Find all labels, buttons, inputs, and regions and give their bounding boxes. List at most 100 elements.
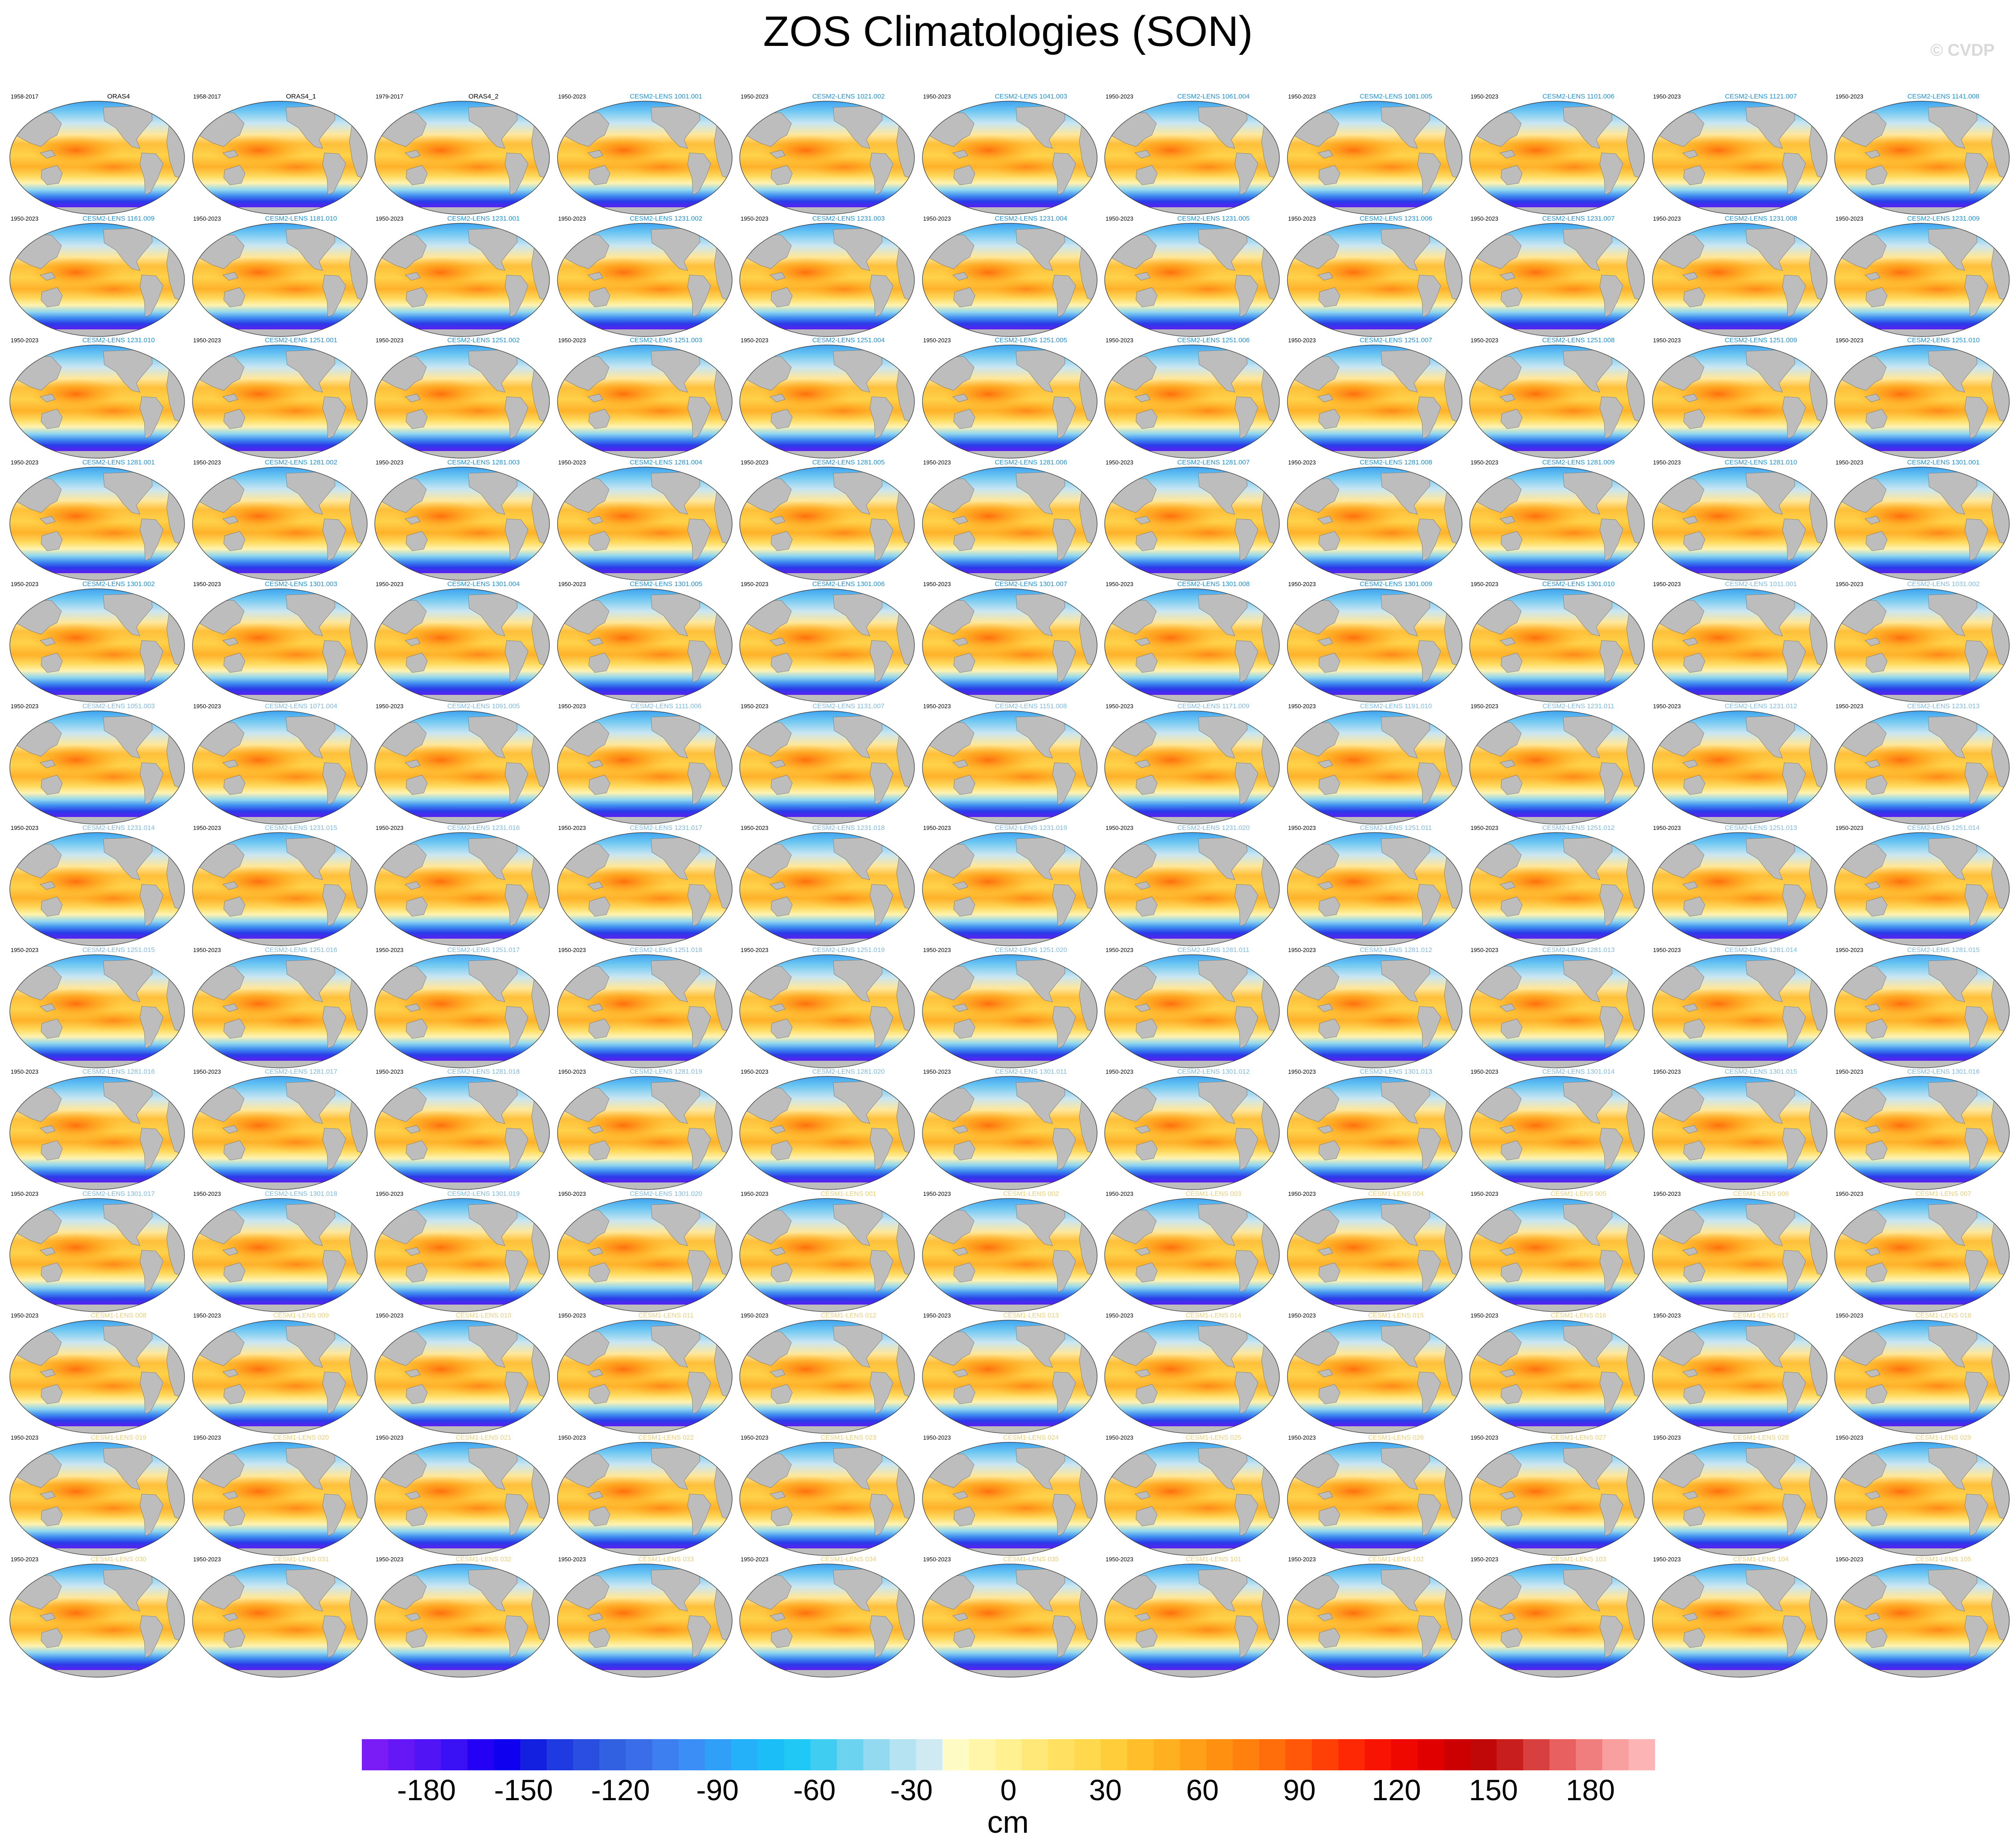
panel-title: CESM2-LENS 1031.002 xyxy=(1907,580,1980,588)
colorbar-swatch xyxy=(1549,1739,1576,1770)
map-panel: 1950-2023 CESM1-LENS 020 xyxy=(186,1434,368,1556)
colorbar-swatch xyxy=(784,1739,811,1770)
panel-period: 1950-2023 xyxy=(193,581,221,587)
map-panel: 1950-2023 CESM2-LENS 1251.019 xyxy=(733,946,915,1069)
panel-title: CESM2-LENS 1281.006 xyxy=(995,458,1067,466)
map-panel: 1950-2023 CESM2-LENS 1301.005 xyxy=(551,580,733,703)
panel-title: CESM1-LENS 101 xyxy=(1185,1556,1242,1563)
panel-period: 1950-2023 xyxy=(1836,825,1864,831)
panel-title: ORAS4_2 xyxy=(468,93,499,100)
colorbar-tick-label: -120 xyxy=(591,1773,650,1806)
map-panel: 1950-2023 CESM2-LENS 1021.002 xyxy=(733,93,915,215)
panel-title: CESM2-LENS 1281.018 xyxy=(447,1068,520,1075)
map-panel: 1950-2023 CESM2-LENS 1141.008 xyxy=(1828,93,2010,215)
map-panel: 1950-2023 CESM1-LENS 016 xyxy=(1463,1312,1645,1434)
panel-period: 1950-2023 xyxy=(11,337,39,344)
map-panel: 1950-2023 CESM1-LENS 012 xyxy=(733,1312,915,1434)
panel-period: 1950-2023 xyxy=(1836,337,1864,344)
map-panel: 1950-2023 CESM2-LENS 1301.003 xyxy=(186,580,368,703)
panel-title: CESM2-LENS 1051.003 xyxy=(82,702,155,710)
panel-title: CESM2-LENS 1231.017 xyxy=(630,824,702,832)
panel-title: CESM2-LENS 1231.009 xyxy=(1907,214,1980,222)
panel-title: CESM2-LENS 1251.003 xyxy=(630,337,702,344)
panel-title: CESM2-LENS 1301.015 xyxy=(1725,1068,1797,1075)
panel-title: CESM1-LENS 001 xyxy=(820,1190,877,1198)
panel-period: 1950-2023 xyxy=(1288,1068,1316,1075)
panel-title: CESM1-LENS 004 xyxy=(1368,1190,1424,1198)
panel-period: 1950-2023 xyxy=(1288,215,1316,222)
map-panel: 1950-2023 CESM2-LENS 1281.014 xyxy=(1646,946,1828,1069)
map-panel: 1950-2023 CESM1-LENS 021 xyxy=(369,1434,550,1556)
map-panel: 1950-2023 CESM2-LENS 1081.005 xyxy=(1281,93,1463,215)
map-panel: 1950-2023 CESM1-LENS 018 xyxy=(1828,1312,2010,1434)
panel-period: 1950-2023 xyxy=(1288,1190,1316,1197)
colorbar-swatch xyxy=(362,1739,389,1770)
colorbar-units: cm xyxy=(987,1805,1029,1839)
panel-title: CESM2-LENS 1081.005 xyxy=(1360,93,1432,100)
map-panel: 1950-2023 CESM2-LENS 1251.002 xyxy=(369,337,550,459)
panel-title: CESM2-LENS 1011.001 xyxy=(1725,580,1797,588)
colorbar-swatch xyxy=(995,1739,1022,1770)
colorbar-swatch xyxy=(705,1739,732,1770)
map-panel: 1950-2023 CESM2-LENS 1091.005 xyxy=(369,702,550,825)
panel-period: 1950-2023 xyxy=(376,825,404,831)
panel-period: 1950-2023 xyxy=(1836,1556,1864,1563)
panel-period: 1950-2023 xyxy=(11,215,39,222)
panel-title: CESM2-LENS 1301.002 xyxy=(82,580,155,588)
panel-title: CESM1-LENS 006 xyxy=(1733,1190,1789,1198)
panel-period: 1950-2023 xyxy=(1653,1190,1681,1197)
panel-period: 1950-2023 xyxy=(376,337,404,344)
panel-period: 1950-2023 xyxy=(741,825,769,831)
panel-period: 1950-2023 xyxy=(1288,93,1316,100)
panel-period: 1950-2023 xyxy=(923,1556,951,1563)
panel-period: 1950-2023 xyxy=(1836,1068,1864,1075)
panel-title: CESM2-LENS 1021.002 xyxy=(812,93,885,100)
panel-period: 1950-2023 xyxy=(11,1312,39,1319)
panel-title: ORAS4_1 xyxy=(286,93,316,100)
panel-title: CESM1-LENS 003 xyxy=(1185,1190,1242,1198)
panel-title: CESM2-LENS 1231.003 xyxy=(812,214,885,222)
panel-period: 1950-2023 xyxy=(1106,1312,1134,1319)
map-panel: 1950-2023 CESM2-LENS 1281.002 xyxy=(186,459,368,581)
panel-title: CESM2-LENS 1251.013 xyxy=(1725,824,1797,832)
map-panel: 1950-2023 CESM2-LENS 1281.011 xyxy=(1098,946,1280,1069)
panel-period: 1950-2023 xyxy=(1471,1556,1499,1563)
panel-title: CESM2-LENS 1301.019 xyxy=(447,1190,520,1198)
panel-period: 1950-2023 xyxy=(558,337,586,344)
panel-title: CESM2-LENS 1281.017 xyxy=(265,1068,337,1075)
panel-period: 1950-2023 xyxy=(1471,581,1499,587)
map-panel: 1950-2023 CESM2-LENS 1251.013 xyxy=(1646,824,1828,947)
panel-title: CESM1-LENS 017 xyxy=(1733,1312,1789,1319)
panel-period: 1950-2023 xyxy=(923,1068,951,1075)
panel-period: 1950-2023 xyxy=(376,581,404,587)
panel-title: CESM2-LENS 1111.006 xyxy=(630,702,702,710)
map-panel: 1950-2023 CESM1-LENS 010 xyxy=(369,1312,550,1434)
panel-title: CESM2-LENS 1251.006 xyxy=(1177,337,1250,344)
colorbar-swatch xyxy=(1470,1739,1497,1770)
panel-period: 1950-2023 xyxy=(11,459,39,466)
panel-title: CESM2-LENS 1231.019 xyxy=(995,824,1067,832)
panel-title: CESM2-LENS 1301.008 xyxy=(1177,580,1250,588)
colorbar-swatch xyxy=(731,1739,758,1770)
panel-title: CESM1-LENS 029 xyxy=(1915,1433,1971,1441)
panel-title: CESM1-LENS 024 xyxy=(1003,1433,1059,1441)
panel-period: 1950-2023 xyxy=(193,946,221,953)
panel-title: CESM2-LENS 1181.010 xyxy=(265,214,337,222)
colorbar-swatch xyxy=(863,1739,890,1770)
panel-period: 1950-2023 xyxy=(741,1556,769,1563)
panel-period: 1950-2023 xyxy=(1106,215,1134,222)
panel-title: CESM2-LENS 1251.010 xyxy=(1907,337,1980,344)
panel-title: CESM1-LENS 019 xyxy=(90,1433,147,1441)
panel-title: CESM2-LENS 1281.003 xyxy=(447,458,520,466)
panel-title: CESM1-LENS 033 xyxy=(638,1556,694,1563)
panel-period: 1950-2023 xyxy=(1653,702,1681,710)
panel-title: CESM2-LENS 1061.004 xyxy=(1177,93,1250,100)
panel-period: 1950-2023 xyxy=(558,215,586,222)
panel-title: CESM2-LENS 1231.001 xyxy=(447,214,520,222)
map-panel: 1950-2023 CESM2-LENS 1251.020 xyxy=(916,946,1098,1069)
panel-title: CESM2-LENS 1231.011 xyxy=(1542,702,1614,710)
panel-title: CESM2-LENS 1301.017 xyxy=(82,1190,155,1198)
panel-title: CESM2-LENS 1251.002 xyxy=(447,337,520,344)
map-panel: 1950-2023 CESM1-LENS 009 xyxy=(186,1312,368,1434)
map-panel: 1950-2023 CESM1-LENS 006 xyxy=(1646,1190,1828,1313)
